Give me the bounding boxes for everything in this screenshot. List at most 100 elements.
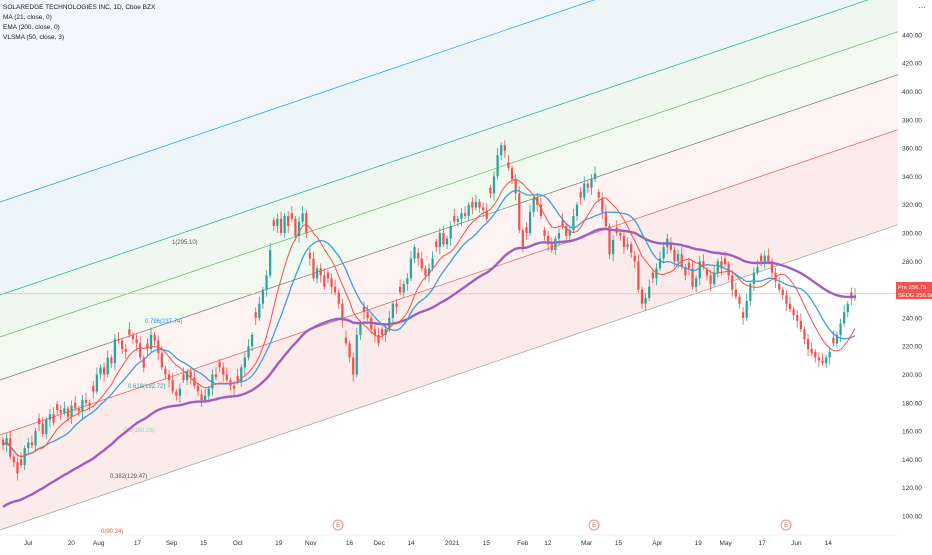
candle-body[interactable] [550,244,553,250]
candle-body[interactable] [510,167,514,180]
candle-body[interactable] [315,268,319,279]
candle-body[interactable] [453,216,456,222]
candle-body[interactable] [70,405,73,417]
candle-body[interactable] [741,312,745,318]
candle-body[interactable] [398,286,402,293]
candle-body[interactable] [528,211,532,233]
legend-vlsma[interactable]: VLSMA (50, close, 3) [3,34,65,41]
candle-body[interactable] [788,303,792,310]
candle-body[interactable] [279,218,283,233]
candle-body[interactable] [507,162,510,168]
candle-body[interactable] [290,213,293,219]
candle-body[interactable] [409,258,413,279]
candle-body[interactable] [348,343,351,358]
candle-body[interactable] [19,459,23,466]
candle-body[interactable] [207,388,210,396]
candle-body[interactable] [760,255,763,262]
candle-body[interactable] [214,374,218,378]
candle-body[interactable] [294,218,297,236]
candle-body[interactable] [232,385,236,389]
candle-body[interactable] [352,357,355,375]
candle-body[interactable] [518,193,521,231]
candle-body[interactable] [77,408,80,412]
candle-body[interactable] [16,462,19,474]
price-axis[interactable]: 100.00 120.00 140.00 160.00 180.00 200.00 220.… [898,0,932,550]
candle-body[interactable] [709,275,712,284]
candle-body[interactable] [568,230,571,236]
fib-line[interactable] [0,0,898,296]
candle-body[interactable] [633,255,636,262]
candle-body[interactable] [222,367,225,375]
earnings-marker-icon[interactable] [588,519,600,531]
candle-body[interactable] [478,201,481,208]
candle-body[interactable] [532,197,535,212]
candle-body[interactable] [832,337,835,344]
candle-body[interactable] [200,394,203,400]
candle-body[interactable] [56,404,59,410]
candle-body[interactable] [749,283,752,301]
candle-body[interactable] [803,329,806,340]
candle-body[interactable] [593,173,597,180]
candle-body[interactable] [463,213,467,217]
candle-body[interactable] [240,367,243,382]
candle-body[interactable] [128,329,131,335]
candle-body[interactable] [164,368,167,375]
candle-body[interactable] [597,191,600,198]
candle-body[interactable] [30,442,34,446]
candle-body[interactable] [785,295,788,304]
candle-body[interactable] [763,255,766,262]
candle-body[interactable] [539,204,543,217]
candle-body[interactable] [745,300,748,318]
candle-body[interactable] [92,385,95,392]
candle-body[interactable] [247,346,250,358]
candle-body[interactable] [402,283,405,293]
candle-body[interactable] [265,275,268,290]
candle-body[interactable] [702,261,705,267]
candle-body[interactable] [698,261,701,279]
candle-body[interactable] [380,329,384,335]
candle-body[interactable] [95,374,98,392]
candle-body[interactable] [276,218,279,226]
candle-body[interactable] [648,286,651,299]
candle-body[interactable] [102,367,106,375]
candle-body[interactable] [445,238,449,245]
candle-body[interactable] [695,278,698,287]
fib-line[interactable] [0,74,898,381]
candle-body[interactable] [66,408,70,417]
candle-body[interactable] [250,334,254,347]
candle-body[interactable] [521,230,524,248]
candle-body[interactable] [619,233,622,236]
candle-body[interactable] [34,431,37,446]
candle-body[interactable] [218,361,221,368]
candle-body[interactable] [438,233,441,248]
fib-line[interactable] [0,224,898,531]
candle-body[interactable] [185,371,189,381]
candle-body[interactable] [611,240,615,255]
candle-body[interactable] [752,272,756,284]
candle-body[interactable] [326,272,330,279]
candle-body[interactable] [283,216,286,233]
candle-body[interactable] [337,292,340,304]
candle-body[interactable] [781,289,784,296]
candle-body[interactable] [547,235,550,245]
candle-body[interactable] [604,211,608,226]
candle-body[interactable] [413,247,416,259]
candle-body[interactable] [640,289,644,304]
candle-body[interactable] [846,303,849,313]
legend-symbol[interactable]: SOLAREDGE TECHNOLOGIES INC, 1D, Cboe BZX [3,4,156,11]
legend-ma[interactable]: MA (21, close, 0) [3,14,52,21]
candles[interactable] [1,140,857,481]
candle-body[interactable] [489,187,492,194]
candle-body[interactable] [572,216,575,231]
candle-body[interactable] [778,283,781,290]
candle-body[interactable] [658,258,662,269]
candle-body[interactable] [586,183,589,188]
candle-body[interactable] [225,374,228,381]
candle-body[interactable] [828,351,831,358]
candle-body[interactable] [456,218,460,222]
candle-body[interactable] [258,303,261,318]
candle-body[interactable] [806,339,810,350]
candle-body[interactable] [853,295,857,299]
candle-body[interactable] [525,227,528,233]
